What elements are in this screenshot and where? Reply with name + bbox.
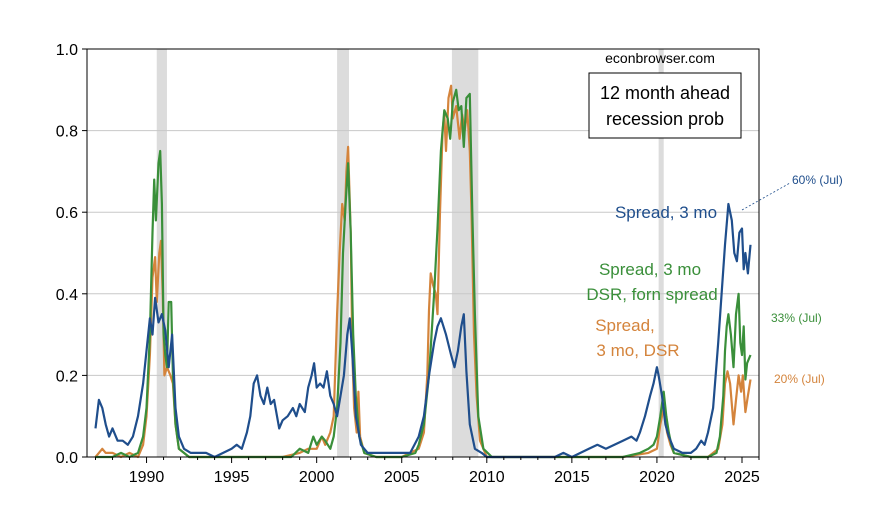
series-label-spread-3mo: Spread, 3 mo — [615, 203, 717, 222]
x-tick-label-6: 2020 — [639, 469, 675, 486]
y-tick-label-3: 0.6 — [56, 205, 78, 222]
x-tick-label-1: 1995 — [214, 469, 250, 486]
y-tick-label-4: 0.8 — [56, 124, 78, 141]
series-label-dsr-line-2: 3 mo, DSR — [596, 341, 679, 360]
y-tick-label-5: 1.0 — [56, 42, 78, 59]
chart-title-line-1: 12 month ahead — [600, 83, 730, 103]
recession-band-3 — [658, 49, 664, 457]
title-box — [588, 72, 742, 139]
y-tick-label-0: 0.0 — [56, 450, 78, 467]
x-tick-label-5: 2015 — [554, 469, 590, 486]
y-tick-label-2: 0.4 — [56, 287, 78, 304]
x-tick-label-2: 2000 — [299, 469, 335, 486]
series-line-0 — [94, 202, 752, 459]
x-tick-label-7: 2025 — [724, 469, 760, 486]
series-label-dsr-forn-line-1: Spread, 3 mo — [599, 260, 701, 279]
axes: 0.0 0.2 0.4 0.6 0.8 1.0 1990 1995 2000 2005 2010 20… — [56, 42, 760, 486]
y-tick-label-1: 0.2 — [56, 368, 78, 385]
end-label-dsr: 20% (Jul) — [774, 372, 825, 386]
plot-frame — [86, 48, 760, 458]
end-label-dsr-forn: 33% (Jul) — [771, 311, 822, 325]
x-tick-label-0: 1990 — [129, 469, 165, 486]
chart-title-line-2: recession prob — [606, 109, 724, 129]
x-tick-label-3: 2005 — [384, 469, 420, 486]
end-label-leader-spread — [741, 182, 791, 211]
end-label-spread-3mo: 60% (Jul) — [792, 173, 843, 187]
series-label-dsr-line-1: Spread, — [595, 316, 655, 335]
x-tick-label-4: 2010 — [469, 469, 505, 486]
series-label-dsr-forn-line-2: DSR, forn spread — [586, 285, 717, 304]
source-label: econbrowser.com — [605, 50, 715, 66]
